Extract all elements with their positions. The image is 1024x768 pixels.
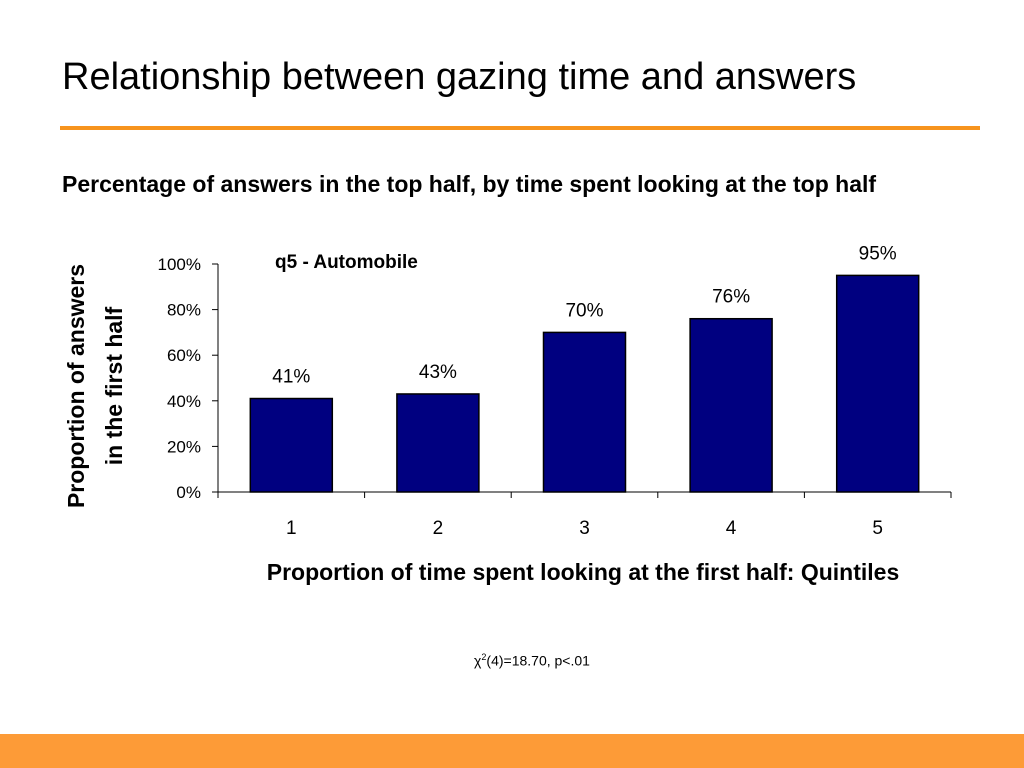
bar-value-label: 41% <box>272 367 310 388</box>
bar <box>249 397 334 493</box>
y-axis-label-line: in the first half <box>101 306 127 465</box>
bar <box>689 317 773 493</box>
slide-subtitle: Percentage of answers in the top half, b… <box>62 171 877 197</box>
bar <box>396 393 480 493</box>
chi-square-note: χ2(4)=18.70, p<.01 <box>0 652 1024 669</box>
y-tick-label: 40% <box>167 392 201 411</box>
bar-value-label: 43% <box>419 362 457 383</box>
bar-chart: 0% 20% 40% 60% 80% 100% 41% 1 43% 2 70% 3 76% 4 95% 5 q5… <box>63 243 952 585</box>
slide-title: Relationship between gazing time and ans… <box>62 56 857 98</box>
bar <box>542 331 627 493</box>
bar <box>835 274 920 493</box>
x-tick-label: 3 <box>579 518 590 539</box>
bar-value-label: 95% <box>859 243 897 264</box>
bar-value-label: 70% <box>565 300 603 321</box>
x-tick-label: 2 <box>433 518 444 539</box>
y-tick-label: 80% <box>167 301 201 320</box>
x-tick-label: 4 <box>726 518 737 539</box>
chi-superscript: 2 <box>481 652 487 662</box>
x-tick-label: 1 <box>286 518 297 539</box>
x-tick-label: 5 <box>872 518 883 539</box>
y-tick-label: 0% <box>176 483 201 502</box>
chi-result: (4)=18.70, p<.01 <box>486 652 590 669</box>
x-axis-label: Proportion of time spent looking at the … <box>267 559 900 585</box>
y-tick-label: 100% <box>158 255 201 274</box>
chart-title: q5 - Automobile <box>275 252 418 273</box>
bar-value-label: 76% <box>712 287 750 308</box>
y-axis-label-line: Proportion of answers <box>63 264 89 508</box>
title-divider <box>60 126 980 130</box>
footer-band <box>0 734 1024 768</box>
y-tick-label: 60% <box>167 346 201 365</box>
chi-symbol: χ <box>474 652 482 669</box>
y-tick-label: 20% <box>167 437 201 456</box>
